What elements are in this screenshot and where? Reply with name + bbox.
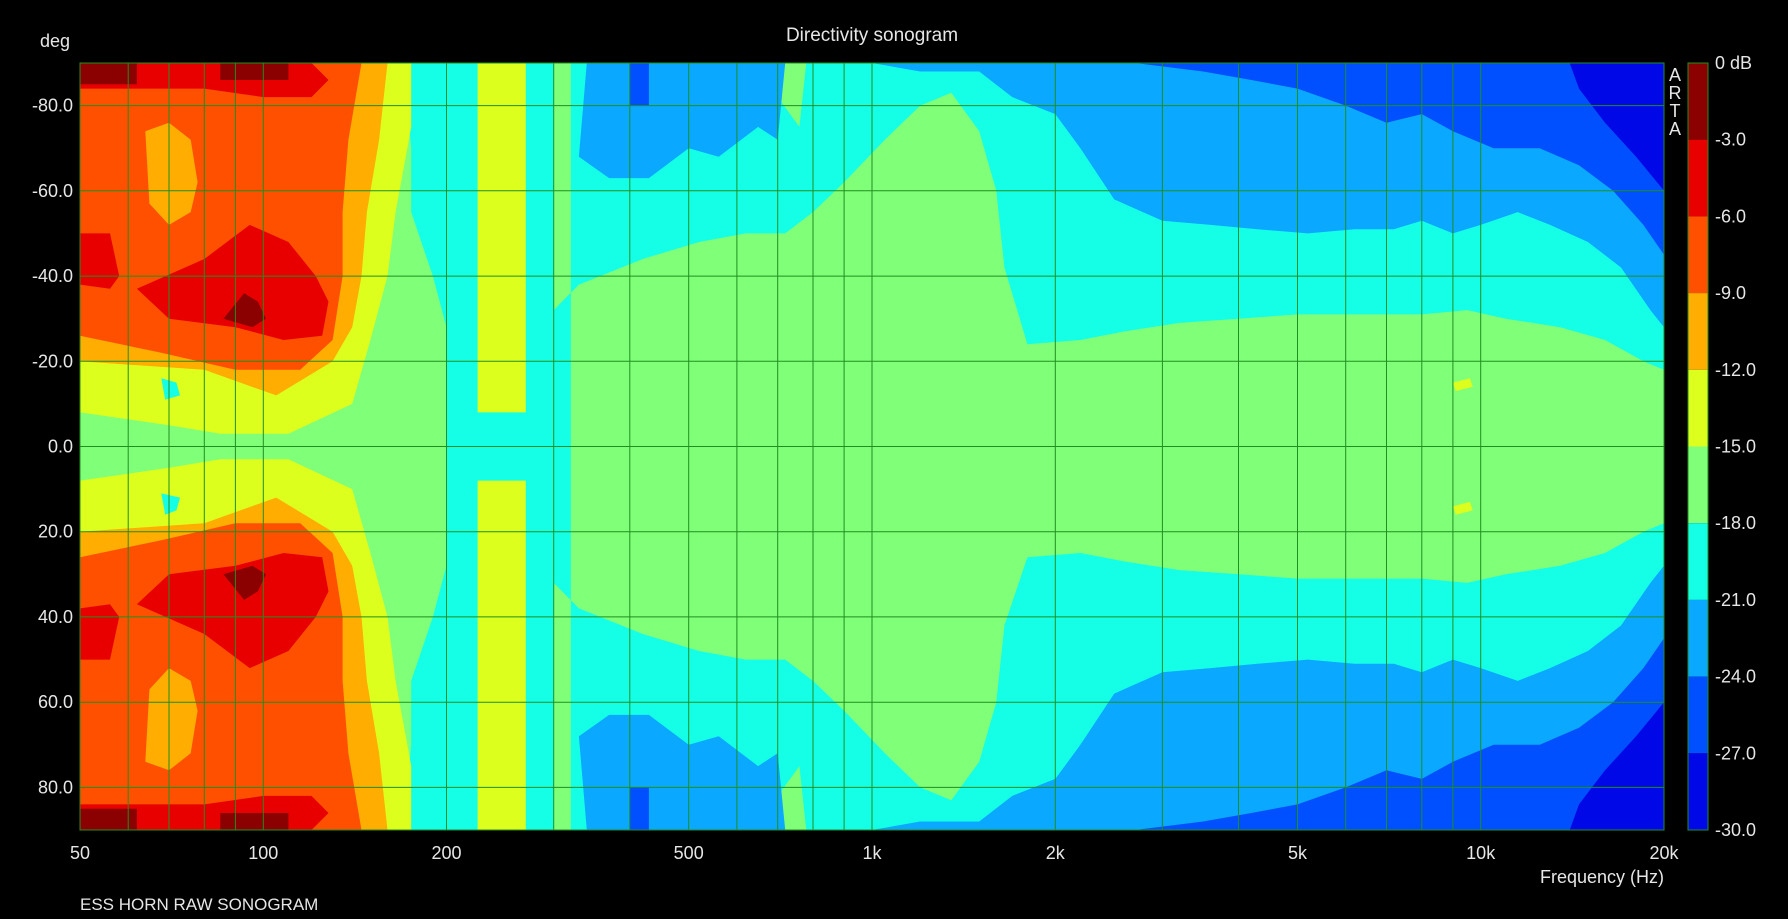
contour-region-38 [161, 493, 180, 515]
y-tick-label-6: 40.0 [38, 607, 73, 627]
contour-region-11 [1134, 63, 1664, 255]
contour-region-34 [220, 63, 289, 80]
grid-layer [79, 62, 1665, 831]
y-tick-labels: -80.0 -60.0 -40.0 -20.0 0.0 20.0 40.0 60.0 80.0 [32, 96, 73, 798]
x-tick-label-5: 2k [1046, 843, 1066, 863]
colorbar-label-5: -15.0 [1715, 437, 1756, 457]
colorbar-label-8: -24.0 [1715, 667, 1756, 687]
y-tick-label-8: 80.0 [38, 777, 73, 797]
y-tick-label-3: -20.0 [32, 351, 73, 371]
colorbar-band-2 [1688, 216, 1708, 294]
plot-border [79, 62, 1665, 831]
colorbar-label-4: -12.0 [1715, 360, 1756, 380]
contour-region-23 [145, 122, 198, 225]
watermark-letter-0: A [1669, 65, 1681, 85]
colorbar-band-7 [1688, 599, 1708, 677]
contour-region-15 [477, 63, 526, 413]
y-tick-label-1: -60.0 [32, 181, 73, 201]
x-axis-label: Frequency (Hz) [1540, 867, 1664, 887]
colorbar-label-10: -30.0 [1715, 820, 1756, 840]
contour-region-28 [136, 553, 329, 669]
contour-region-24 [145, 668, 198, 771]
watermark-letter-1: R [1669, 83, 1682, 103]
colorbar-band-4 [1688, 369, 1708, 447]
x-tick-label-7: 10k [1466, 843, 1496, 863]
colorbar-band-9 [1688, 753, 1708, 830]
x-tick-label-8: 20k [1649, 843, 1679, 863]
contour-region-31 [223, 293, 266, 328]
contour-region-25 [80, 233, 120, 289]
x-tick-labels: 50 100 200 500 1k 2k 5k 10k 20k [70, 843, 1680, 863]
x-tick-label-2: 200 [431, 843, 461, 863]
colorbar-label-0: 0 dB [1715, 53, 1752, 73]
contour-region-12 [1134, 638, 1664, 830]
x-tick-label-3: 500 [674, 843, 704, 863]
colorbar-band-3 [1688, 293, 1708, 370]
contour-region-35 [80, 808, 137, 830]
y-tick-label-4: 0.0 [48, 437, 73, 457]
contour-region-37 [161, 378, 180, 400]
colorbar-label-3: -9.0 [1715, 283, 1746, 303]
contour-region-33 [80, 63, 137, 85]
contour-region-36 [220, 813, 289, 830]
contour-region-13 [1569, 63, 1664, 191]
colorbar-label-9: -27.0 [1715, 743, 1756, 763]
colorbar-label-2: -6.0 [1715, 206, 1746, 226]
colorbar-label-6: -18.0 [1715, 513, 1756, 533]
watermark-letter-2: T [1670, 101, 1681, 121]
x-tick-label-6: 5k [1288, 843, 1308, 863]
contour-region-27 [136, 224, 329, 340]
y-tick-label-0: -80.0 [32, 96, 73, 116]
colorbar-band-1 [1688, 139, 1708, 217]
y-axis-label: deg [40, 31, 70, 51]
contour-region-9 [629, 63, 649, 106]
colorbar-label-7: -21.0 [1715, 590, 1756, 610]
colorbar-border [1687, 62, 1709, 831]
watermark-letter-3: A [1669, 119, 1681, 139]
y-tick-label-7: 60.0 [38, 692, 73, 712]
contour-region-32 [223, 565, 266, 600]
footer-caption: ESS HORN RAW SONOGRAM [80, 895, 318, 914]
contour-region-14 [1569, 702, 1664, 830]
x-tick-label-0: 50 [70, 843, 90, 863]
x-tick-label-1: 100 [248, 843, 278, 863]
contour-region-1 [535, 63, 1664, 830]
contour-region-10 [629, 787, 649, 830]
y-tick-label-2: -40.0 [32, 266, 73, 286]
contour-region-16 [477, 480, 526, 830]
x-tick-label-4: 1k [862, 843, 882, 863]
colorbar-band-5 [1688, 446, 1708, 524]
colorbar-band-0 [1688, 63, 1708, 140]
colorbar-label-1: -3.0 [1715, 130, 1746, 150]
colorbar-band-8 [1688, 676, 1708, 754]
contour-region-39 [1452, 378, 1473, 392]
contour-region-26 [80, 604, 120, 660]
y-tick-label-5: 20.0 [38, 522, 73, 542]
chart-title: Directivity sonogram [786, 25, 958, 46]
contour-region-40 [1452, 501, 1473, 515]
colorbar-band-6 [1688, 523, 1708, 600]
colorbar: 0 dB -3.0 -6.0 -9.0 -12.0 -15.0 -18.0 -21.0 -24.… [1687, 53, 1756, 840]
